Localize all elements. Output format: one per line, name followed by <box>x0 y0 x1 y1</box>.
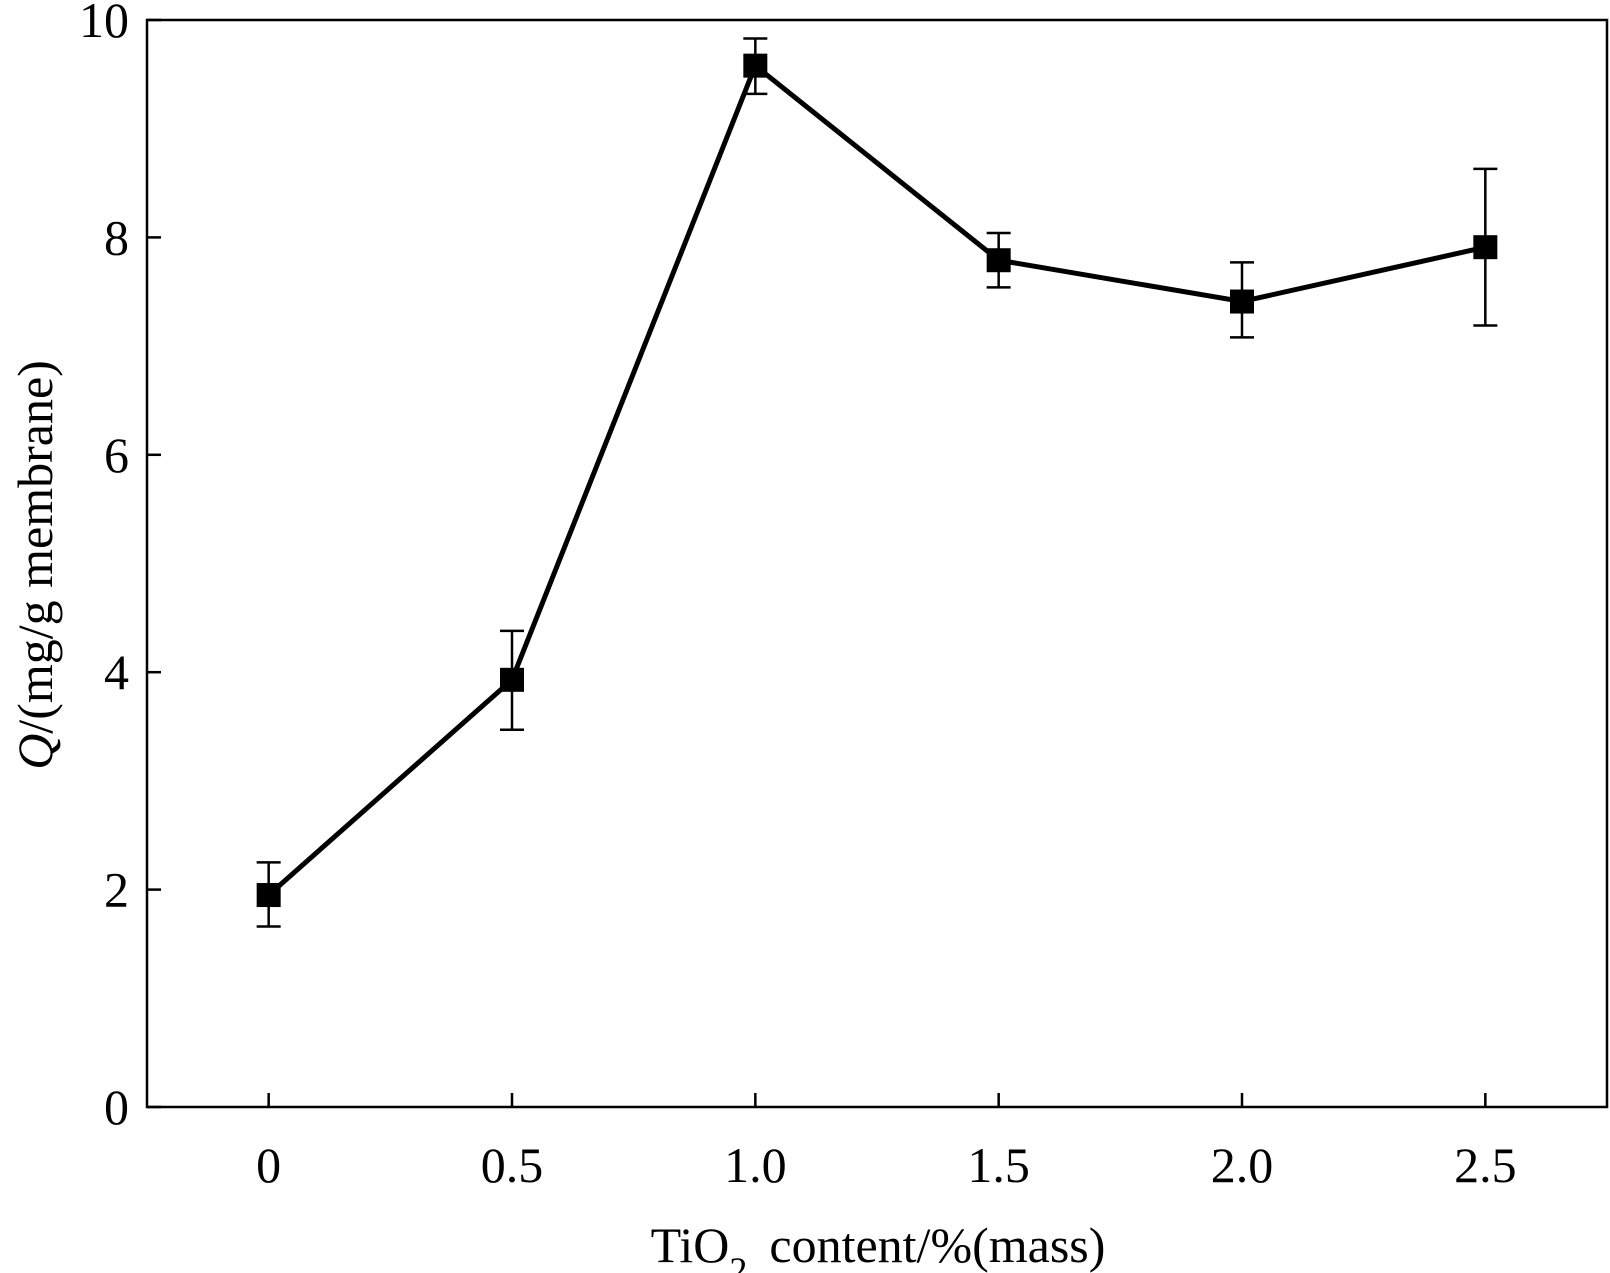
y-tick-label: 0 <box>104 1079 129 1135</box>
data-point-marker <box>256 883 281 908</box>
y-axis-ticks: 0 2 4 6 8 10 <box>79 0 161 1135</box>
y-tick-label: 8 <box>104 209 129 265</box>
series-lines <box>267 61 1486 897</box>
y-axis-title-unit: /(mg/g membrane) <box>7 360 63 734</box>
y-axis-title-variable: Q <box>7 734 63 770</box>
data-point-marker <box>500 667 524 692</box>
plot-frame <box>145 18 1609 1109</box>
data-point-marker <box>743 53 768 78</box>
x-axis-title-suffix: content/%(mass) <box>769 1217 1105 1273</box>
x-tick-label: 1.5 <box>967 1137 1030 1193</box>
data-point-marker <box>1473 235 1498 260</box>
x-tick-label: 1.0 <box>724 1137 787 1193</box>
y-axis-title: Q/(mg/g membrane) <box>7 360 63 770</box>
x-tick-label: 2.5 <box>1454 1137 1517 1193</box>
y-tick-label: 10 <box>79 0 129 48</box>
x-tick-label: 0.5 <box>481 1137 544 1193</box>
x-axis-title-prefix: TiO <box>651 1217 730 1273</box>
series-line <box>267 61 1486 897</box>
x-tick-label: 0 <box>256 1137 281 1193</box>
x-axis-title-subscript: 2 <box>729 1250 747 1273</box>
x-tick-label: 2.0 <box>1211 1137 1274 1193</box>
y-tick-label: 2 <box>104 862 129 918</box>
x-axis-title: TiO2 content/%(mass) <box>651 1217 1106 1273</box>
data-point-marker <box>986 248 1011 273</box>
y-tick-label: 6 <box>104 427 129 483</box>
y-tick-label: 4 <box>104 644 129 700</box>
data-point-marker <box>1230 289 1254 314</box>
x-axis-ticks: 0 0.5 1.0 1.5 2.0 2.5 <box>256 1093 1517 1193</box>
data-markers <box>256 53 1498 908</box>
